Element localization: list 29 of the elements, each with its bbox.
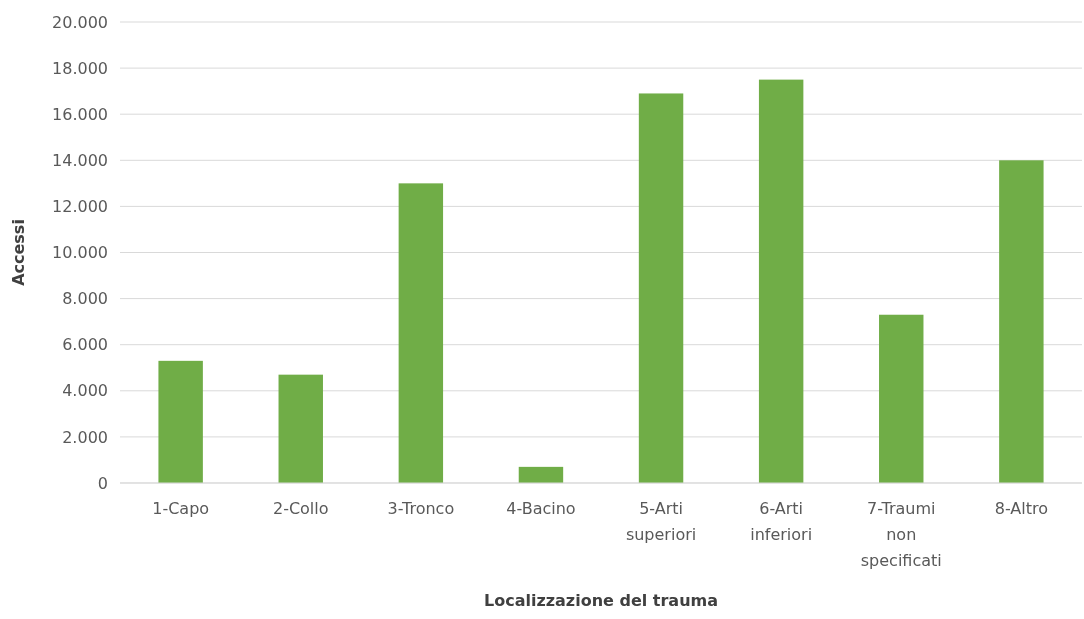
x-tick-label: 1-Capo: [152, 499, 210, 518]
y-tick-label: 4.000: [62, 381, 108, 401]
x-tick-label: 8-Altro: [994, 499, 1048, 518]
bar: [278, 374, 323, 483]
x-tick-label: 4-Bacino: [506, 499, 576, 518]
x-axis-title: Localizzazione del trauma: [483, 591, 719, 610]
bar: [879, 314, 924, 483]
bar: [158, 360, 203, 483]
y-tick-label: 16.000: [52, 104, 108, 124]
y-tick-label: 6.000: [62, 335, 108, 355]
x-tick-label: 5-Arti superiori: [625, 499, 697, 544]
y-tick-label: 18.000: [52, 58, 108, 78]
y-tick-label: 14.000: [52, 150, 108, 170]
x-tick-label: 6-Arti inferiori: [750, 499, 813, 544]
y-tick-label: 20.000: [52, 12, 108, 32]
y-tick-label: 2.000: [62, 427, 108, 447]
y-axis-title: Accessi: [9, 219, 28, 286]
bar: [638, 93, 684, 483]
x-tick-label: 7-Traumi non specificati: [860, 499, 942, 570]
x-tick-label: 2-Collo: [272, 499, 329, 518]
y-tick-label: 12.000: [52, 197, 108, 217]
bar: [999, 160, 1044, 483]
x-tick-label: 3-Tronco: [387, 499, 455, 518]
y-tick-label: 10.000: [52, 243, 108, 263]
bar: [398, 183, 444, 483]
y-tick-label: 8.000: [62, 289, 108, 309]
bar: [758, 79, 804, 483]
y-tick-label: 0: [97, 473, 108, 493]
bar: [518, 466, 564, 483]
